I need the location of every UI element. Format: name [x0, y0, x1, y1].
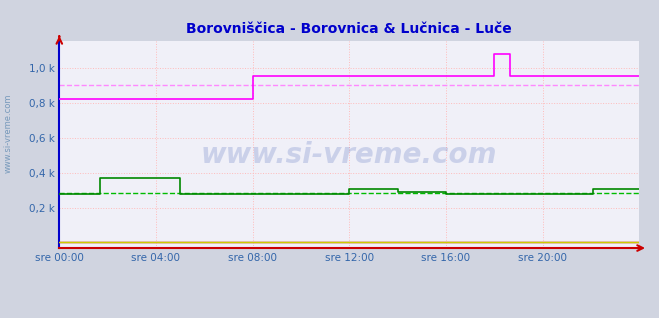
Text: www.si-vreme.com: www.si-vreme.com	[3, 94, 13, 173]
Title: Borovniščica - Borovnica & Lučnica - Luče: Borovniščica - Borovnica & Lučnica - Luč…	[186, 22, 512, 36]
Text: www.si-vreme.com: www.si-vreme.com	[201, 141, 498, 169]
